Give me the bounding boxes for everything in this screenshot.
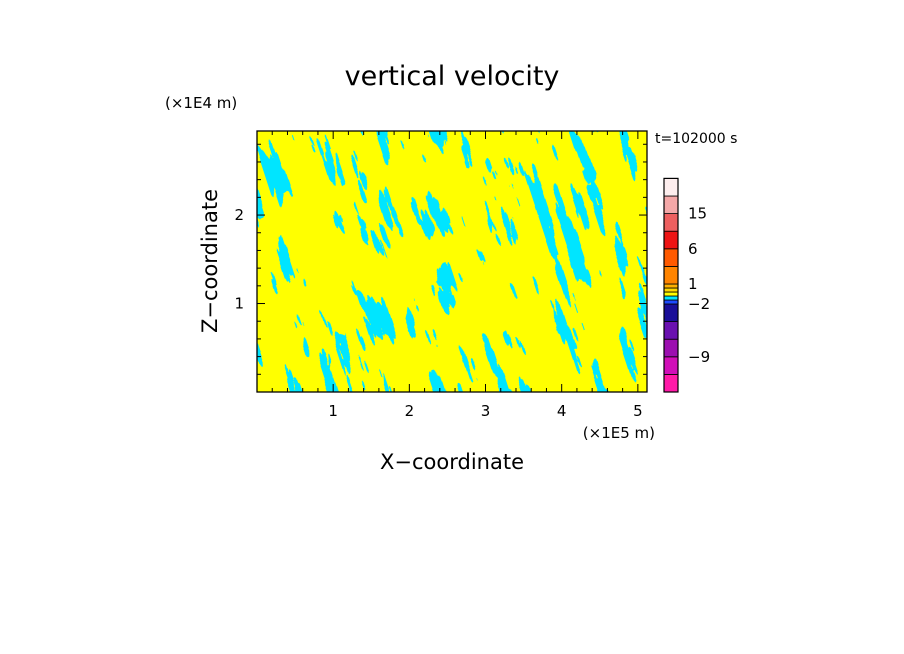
y-unit-label: (×1E4 m) (165, 94, 237, 112)
colorbar-swatch (663, 373, 679, 393)
colorbar-label: 15 (688, 205, 707, 223)
colorbar-label: 6 (688, 240, 698, 258)
colorbar-swatch (663, 295, 679, 301)
x-tick-label: 1 (328, 402, 338, 420)
plot-area (257, 131, 647, 392)
y-axis-ticks: 12 (234, 143, 647, 375)
colorbar-label: −2 (688, 295, 710, 313)
colorbar-swatch (663, 230, 679, 250)
x-tick-label: 2 (405, 402, 415, 420)
colorbar-swatch (663, 213, 679, 232)
colorbar: −9 −2 1 6 15 (663, 177, 710, 393)
x-tick-label: 4 (557, 402, 567, 420)
y-tick-label: 1 (234, 295, 244, 313)
colorbar-swatch (663, 177, 679, 197)
colorbar-swatch (663, 283, 679, 289)
colorbar-label: −9 (688, 348, 710, 366)
colorbar-swatch (663, 303, 679, 323)
plot-frame (256, 130, 648, 393)
x-axis-ticks: 1 2 3 4 5 (271, 131, 643, 420)
x-unit-label: (×1E5 m) (583, 424, 655, 442)
colorbar-swatch (663, 287, 679, 293)
colorbar-frame (663, 177, 679, 393)
colorbar-swatch (663, 195, 679, 215)
y-tick-label: 2 (234, 206, 244, 224)
y-axis-label: Z−coordinate (198, 189, 222, 333)
colorbar-swatch (663, 265, 679, 285)
x-axis-label: X−coordinate (380, 450, 524, 474)
x-tick-label: 3 (481, 402, 491, 420)
colorbar-label: 1 (688, 275, 698, 293)
colorbar-swatch (663, 248, 679, 267)
colorbar-swatch (663, 356, 679, 375)
positive-velocity-field (257, 131, 647, 392)
x-tick-label: 5 (633, 402, 643, 420)
colorbar-swatch (663, 338, 679, 358)
colorbar-swatch (663, 299, 679, 305)
colorbar-swatch (663, 321, 679, 340)
colorbar-swatch (663, 291, 679, 297)
time-label: t=102000 s (655, 131, 737, 147)
chart-title: vertical velocity (345, 61, 560, 92)
